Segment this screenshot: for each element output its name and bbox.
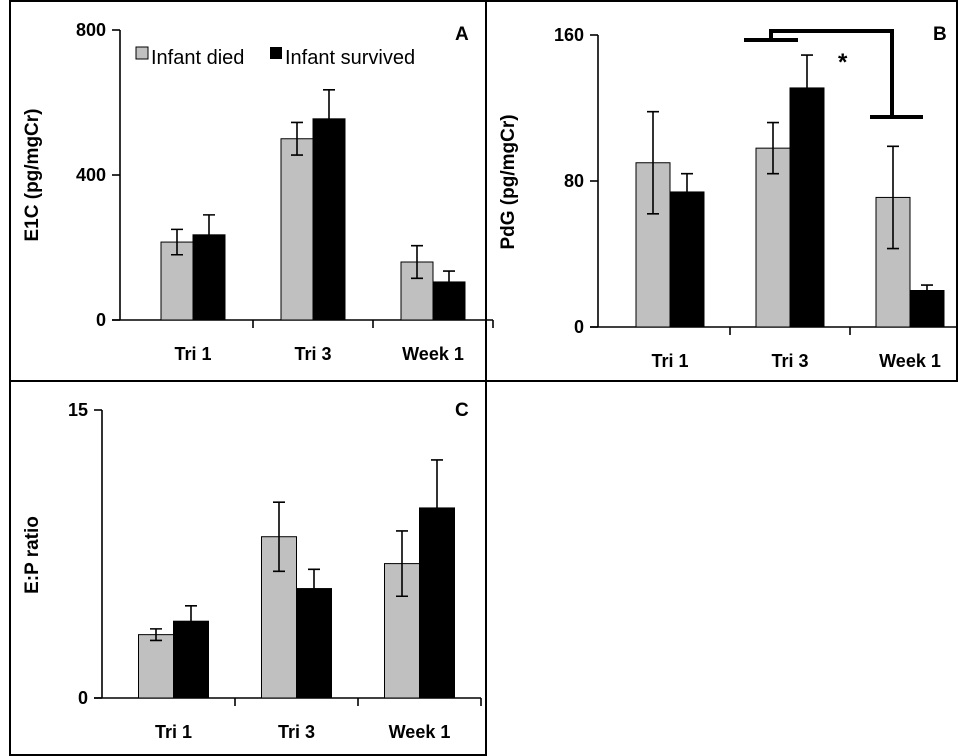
panel-c-category-label: Tri 1 [155,722,192,742]
panel-a-category-label: Tri 1 [174,344,211,364]
panel-c-error-bar [431,459,443,557]
panel-c-ytick-label: 15 [68,400,88,420]
panel-b-error-bar [801,54,813,122]
panel-a-error-bar [291,121,303,156]
legend-swatch-infant-died [135,46,149,60]
panel-b-error-bar [767,121,779,175]
panel-c-error-bar [185,605,197,638]
panel-a-ytick-label: 0 [96,310,106,330]
significance-star: * [838,49,848,76]
panel-c-ylabel: E:P ratio [22,516,43,594]
panel-b-category-label: Tri 1 [651,351,688,371]
panel-c-frame [9,380,487,756]
panel-b-error-bar [647,110,659,215]
panel-b-error-bar [887,145,899,250]
panel-b-ytick-label: 0 [574,317,584,337]
legend-label-infant-survived: Infant survived [285,47,415,69]
panel-c-ytick-label: 0 [78,688,88,708]
panel-b-category-label: Week 1 [879,351,941,371]
panel-c-bar-died [138,634,174,699]
panel-a-error-bar [171,228,183,256]
panel-c-error-bar [308,568,320,609]
panel-b-bar-died [755,147,791,328]
panel-b-ylabel: PdG (pg/mgCr) [498,114,519,249]
panel-b-bar-died [875,196,911,328]
panel-c-category-label: Tri 3 [278,722,315,742]
panel-c-error-bar [273,501,285,573]
panel-c-error-bar [150,628,162,642]
panel-a-bar-survived [312,118,346,321]
panel-a-ytick-label: 400 [76,165,106,185]
panel-b-label: B [933,24,947,45]
panel-a-bar-died [280,138,314,321]
panel-b-category-label: Tri 3 [771,351,808,371]
panel-a-error-bar [323,89,335,149]
panel-a-label: A [455,24,469,45]
panel-a-ytick-label: 800 [76,20,106,40]
panel-b-bar-survived [789,87,825,328]
panel-a-error-bar [203,214,215,256]
panel-b-error-bar [921,284,933,297]
panel-b-bar-survived [669,191,705,328]
panel-a-error-bar [443,270,455,294]
panel-a-error-bar [411,244,423,280]
panel-b-error-bar [681,172,693,211]
panel-c-error-bar [396,530,408,598]
chart-layer: 0 400 800 Tri 1 Tri 3 Week 1 0 80 160 Tri 1 Tri 3 W… [68,20,958,742]
significance-bracket: * [744,29,923,119]
panel-b-ytick-label: 160 [554,25,584,45]
panel-a-category-label: Tri 3 [294,344,331,364]
legend-swatch-infant-survived [270,47,282,59]
panel-c-label: C [455,400,469,421]
panel-b-frame [485,0,958,382]
legend: Infant died Infant survived [135,46,415,69]
bracket-connector [769,29,894,117]
panel-a-ylabel: E1C (pg/mgCr) [22,109,43,242]
panel-c-category-label: Week 1 [389,722,451,742]
panel-a-category-label: Week 1 [402,344,464,364]
panel-b-ytick-label: 80 [564,171,584,191]
legend-label-infant-died: Infant died [151,47,244,69]
